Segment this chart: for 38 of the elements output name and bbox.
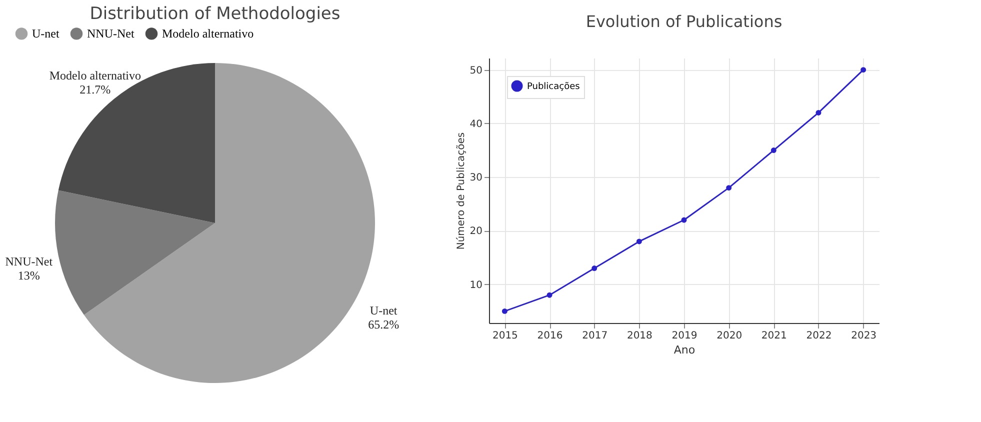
x-tick-label: 2022 bbox=[806, 330, 832, 342]
x-tick-label: 2017 bbox=[582, 330, 608, 342]
y-tick-label: 50 bbox=[470, 65, 482, 76]
x-tick-label: 2023 bbox=[851, 330, 877, 342]
point bbox=[726, 185, 732, 191]
point bbox=[502, 308, 508, 314]
data-label: 65.2% bbox=[368, 318, 400, 332]
legend-label: Modelo alternativo bbox=[162, 26, 254, 41]
y-tick-label: 20 bbox=[470, 226, 482, 238]
x-tick-label: 2019 bbox=[672, 330, 698, 342]
point bbox=[636, 238, 642, 244]
chart-title: Distribution of Methodologies bbox=[90, 4, 340, 24]
x-axis-title: Ano bbox=[674, 344, 696, 356]
chart-title: Evolution of Publications bbox=[586, 12, 782, 31]
point bbox=[681, 217, 687, 223]
point bbox=[816, 110, 822, 116]
point bbox=[860, 67, 866, 73]
legend-label: NNU-Net bbox=[87, 26, 135, 41]
legend-label: Publicações bbox=[527, 82, 580, 92]
data-label: 13% bbox=[18, 268, 40, 282]
legend-label: U-net bbox=[32, 26, 60, 41]
slice-label: Modelo alternativo bbox=[49, 68, 141, 83]
pie-slice bbox=[55, 190, 215, 315]
x-tick-label: 2016 bbox=[537, 330, 563, 342]
point bbox=[770, 148, 776, 153]
x-tick-label: 2015 bbox=[492, 330, 518, 342]
point bbox=[592, 266, 598, 272]
slice-label: NNU-Net bbox=[5, 254, 54, 268]
point bbox=[546, 292, 552, 298]
x-tick-label: 2021 bbox=[761, 330, 787, 342]
x-tick-label: 2020 bbox=[716, 330, 742, 342]
y-tick-label: 30 bbox=[470, 172, 482, 184]
y-axis-title: Número de Publicações bbox=[456, 132, 467, 250]
y-tick-label: 40 bbox=[470, 118, 482, 130]
x-tick-label: 2018 bbox=[626, 330, 652, 342]
data-label: 21.7% bbox=[80, 82, 111, 97]
y-tick-label: 10 bbox=[470, 280, 482, 291]
slice-label: U-net bbox=[370, 304, 398, 318]
